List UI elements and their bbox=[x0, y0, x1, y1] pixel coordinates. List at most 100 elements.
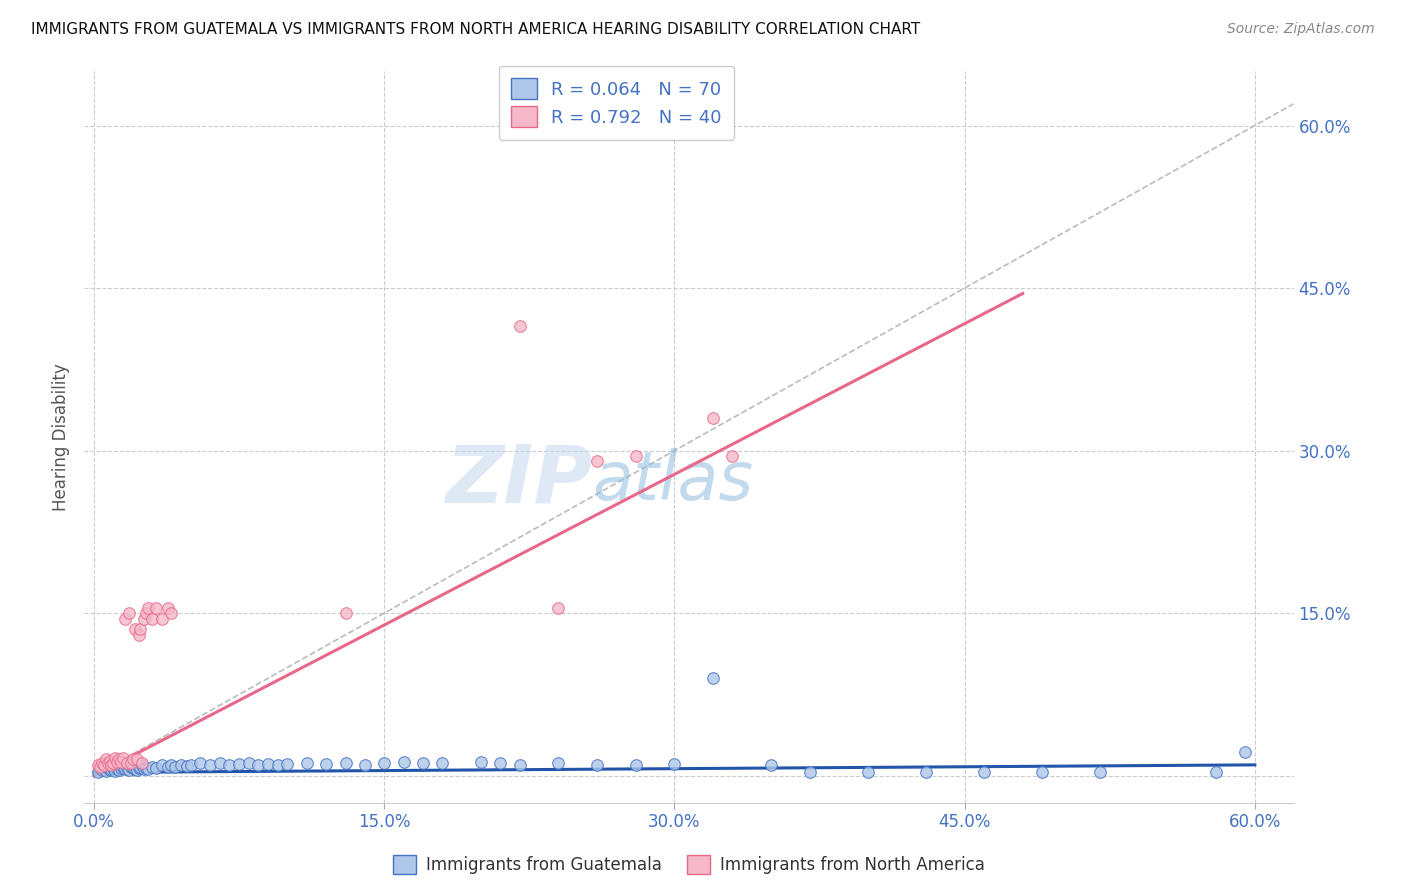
Point bbox=[136, 762, 159, 776]
Point bbox=[1234, 745, 1257, 759]
Point bbox=[156, 600, 179, 615]
Point bbox=[118, 764, 141, 778]
Point bbox=[247, 757, 270, 772]
Point bbox=[100, 757, 122, 772]
Point bbox=[135, 761, 157, 775]
Text: Source: ZipAtlas.com: Source: ZipAtlas.com bbox=[1227, 22, 1375, 37]
Point bbox=[104, 751, 127, 765]
Point bbox=[218, 757, 240, 772]
Point bbox=[145, 600, 167, 615]
Point bbox=[98, 764, 121, 778]
Point bbox=[93, 762, 115, 776]
Point bbox=[129, 623, 152, 637]
Point bbox=[156, 760, 179, 774]
Point bbox=[198, 757, 221, 772]
Point bbox=[87, 765, 110, 780]
Point bbox=[108, 764, 131, 778]
Point bbox=[121, 761, 143, 775]
Point bbox=[257, 756, 280, 771]
Point bbox=[165, 760, 187, 774]
Point bbox=[125, 752, 148, 766]
Point bbox=[135, 606, 157, 620]
Point bbox=[129, 760, 152, 774]
Point bbox=[114, 762, 136, 776]
Point bbox=[87, 757, 110, 772]
Point bbox=[115, 756, 138, 770]
Point bbox=[118, 606, 141, 620]
Point bbox=[295, 756, 318, 770]
Point bbox=[120, 756, 142, 770]
Point bbox=[98, 754, 121, 768]
Point bbox=[276, 756, 298, 771]
Y-axis label: Hearing Disability: Hearing Disability bbox=[52, 363, 70, 511]
Point bbox=[120, 760, 142, 774]
Point bbox=[160, 757, 183, 772]
Point bbox=[470, 755, 492, 769]
Point bbox=[759, 757, 782, 772]
Point bbox=[115, 761, 138, 775]
Point bbox=[90, 764, 112, 778]
Point bbox=[547, 600, 569, 615]
Point bbox=[150, 611, 173, 625]
Point bbox=[702, 411, 724, 425]
Text: atlas: atlas bbox=[592, 448, 754, 514]
Point bbox=[134, 762, 156, 776]
Point bbox=[90, 756, 112, 770]
Point bbox=[208, 756, 231, 770]
Point bbox=[335, 606, 357, 620]
Point bbox=[103, 756, 125, 770]
Point bbox=[644, 96, 666, 111]
Point bbox=[108, 752, 131, 766]
Point bbox=[354, 757, 377, 772]
Point bbox=[190, 756, 212, 770]
Point bbox=[432, 756, 454, 770]
Point bbox=[664, 756, 686, 771]
Point bbox=[105, 762, 128, 776]
Point bbox=[94, 764, 117, 779]
Point bbox=[131, 757, 153, 772]
Point bbox=[97, 761, 120, 775]
Point bbox=[150, 757, 173, 772]
Text: ZIP: ZIP bbox=[444, 442, 592, 520]
Point bbox=[586, 454, 609, 468]
Point bbox=[100, 762, 122, 776]
Point bbox=[586, 757, 609, 772]
Point bbox=[141, 760, 163, 774]
Text: IMMIGRANTS FROM GUATEMALA VS IMMIGRANTS FROM NORTH AMERICA HEARING DISABILITY CO: IMMIGRANTS FROM GUATEMALA VS IMMIGRANTS … bbox=[31, 22, 920, 37]
Point bbox=[128, 628, 150, 642]
Point bbox=[94, 752, 117, 766]
Point bbox=[624, 449, 647, 463]
Point bbox=[131, 756, 153, 770]
Point bbox=[136, 600, 159, 615]
Point bbox=[267, 757, 290, 772]
Point bbox=[170, 757, 193, 772]
Point bbox=[128, 761, 150, 775]
Point bbox=[1088, 765, 1111, 780]
Point bbox=[124, 762, 146, 776]
Point bbox=[1031, 765, 1053, 780]
Point bbox=[509, 757, 531, 772]
Point bbox=[104, 764, 127, 779]
Point bbox=[335, 756, 357, 770]
Point bbox=[125, 764, 148, 778]
Point bbox=[315, 756, 337, 771]
Point bbox=[799, 765, 821, 780]
Point bbox=[93, 757, 115, 772]
Point bbox=[112, 751, 135, 765]
Point bbox=[145, 761, 167, 775]
Point bbox=[1205, 765, 1227, 780]
Point bbox=[103, 761, 125, 775]
Point bbox=[110, 761, 132, 775]
Legend: Immigrants from Guatemala, Immigrants from North America: Immigrants from Guatemala, Immigrants fr… bbox=[384, 847, 994, 882]
Point bbox=[121, 752, 143, 766]
Point bbox=[238, 756, 260, 770]
Point bbox=[141, 611, 163, 625]
Point bbox=[509, 318, 531, 333]
Point bbox=[624, 757, 647, 772]
Point bbox=[176, 759, 198, 773]
Point bbox=[160, 606, 183, 620]
Point bbox=[228, 756, 250, 771]
Point bbox=[114, 611, 136, 625]
Point bbox=[97, 756, 120, 770]
Point bbox=[915, 765, 938, 780]
